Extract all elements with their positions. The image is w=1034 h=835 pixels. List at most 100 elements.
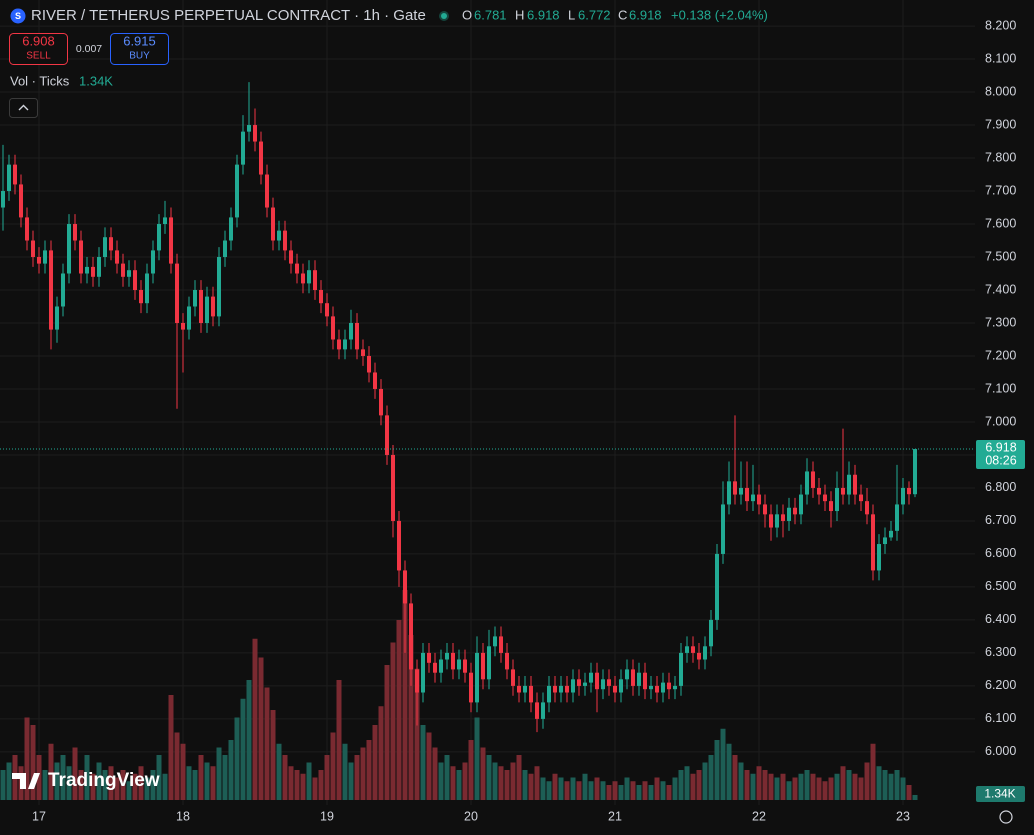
candle-body	[649, 685, 653, 690]
volume-bar	[138, 766, 144, 800]
candle-body	[481, 652, 485, 680]
volume-bar	[864, 762, 870, 800]
volume-bar	[102, 770, 108, 800]
volume-bar	[642, 781, 648, 800]
volume-bar	[486, 755, 492, 800]
low-label: L	[568, 7, 575, 22]
volume-bar	[828, 777, 834, 800]
volume-bar	[252, 638, 258, 800]
volume-bar	[714, 740, 720, 800]
candle-body	[451, 652, 455, 670]
candle-body	[487, 646, 491, 680]
volume-bar	[150, 770, 156, 800]
candle-body	[589, 672, 593, 683]
candle-body	[811, 471, 815, 488]
candle-body	[793, 507, 797, 515]
candle-body	[409, 603, 413, 670]
candle-body	[895, 504, 899, 531]
collapse-button[interactable]	[9, 98, 38, 118]
candle-body	[691, 646, 695, 653]
volume-bar	[120, 770, 126, 800]
candle-body	[109, 237, 113, 251]
volume-bar	[516, 755, 522, 800]
volume-bar	[480, 747, 486, 800]
open-label: O	[462, 7, 472, 22]
candle-body	[619, 679, 623, 693]
y-tick-label: 7.100	[985, 381, 1016, 395]
candle-body	[901, 487, 905, 505]
buy-price: 6.915	[123, 33, 156, 48]
volume-layer	[0, 590, 918, 800]
candle-body	[403, 570, 407, 604]
y-tick-label: 6.700	[985, 513, 1016, 527]
close-value: 6.918	[629, 7, 662, 22]
volume-bar	[564, 781, 570, 800]
volume-bar	[840, 766, 846, 800]
volume-bar	[336, 680, 342, 800]
volume-title[interactable]: Vol · Ticks	[10, 73, 70, 88]
candle-body	[379, 388, 383, 416]
volume-bar	[342, 743, 348, 800]
volume-bar	[780, 773, 786, 800]
volume-bar	[48, 743, 54, 800]
candle-body	[241, 131, 245, 165]
volume-bar	[402, 590, 408, 800]
status-dot	[441, 13, 447, 19]
volume-bar	[816, 777, 822, 800]
candle-body	[307, 270, 311, 284]
volume-bar	[540, 777, 546, 800]
settings-icon[interactable]	[999, 810, 1013, 824]
buy-label: BUY	[129, 51, 150, 62]
volume-bar	[768, 773, 774, 800]
volume-bar	[390, 642, 396, 800]
volume-bar	[330, 732, 336, 800]
candle-body	[889, 530, 893, 538]
volume-bar	[528, 773, 534, 800]
candle-body	[673, 685, 677, 690]
symbol-icon-letter: S	[15, 11, 21, 21]
candle-body	[7, 164, 11, 192]
candle-body	[499, 636, 503, 653]
volume-bar	[444, 755, 450, 800]
candle-body	[13, 164, 17, 185]
y-tick-label: 6.500	[985, 579, 1016, 593]
candle-body	[817, 487, 821, 495]
last-price-tag	[976, 440, 1025, 470]
watermark: TradingView	[12, 770, 160, 791]
candle-body	[643, 672, 647, 690]
volume-bar	[546, 781, 552, 800]
candle-body	[421, 652, 425, 693]
volume-bar	[306, 762, 312, 800]
y-tick-label: 8.200	[985, 18, 1016, 32]
candle-body	[841, 487, 845, 495]
y-tick-label: 6.300	[985, 645, 1016, 659]
candle-body	[301, 273, 305, 284]
candle-body	[763, 504, 767, 515]
candle-body	[283, 230, 287, 251]
volume-bar	[522, 770, 528, 800]
candle-body	[391, 454, 395, 521]
candle-body	[565, 685, 569, 693]
y-tick-label: 7.700	[985, 183, 1016, 197]
candle-body	[739, 487, 743, 495]
volume-bar	[582, 773, 588, 800]
volume-bar	[384, 665, 390, 800]
volume-bar	[534, 766, 540, 800]
candle-body	[223, 240, 227, 258]
candle-body	[865, 501, 869, 515]
volume-bar	[294, 770, 300, 800]
candle-body	[127, 270, 131, 277]
volume-bar	[90, 773, 96, 800]
buy-button[interactable]	[110, 33, 169, 65]
candle-body	[781, 514, 785, 521]
y-tick-label: 7.200	[985, 348, 1016, 362]
volume-bar	[720, 728, 726, 800]
volume-bar	[72, 747, 78, 800]
candle-body	[601, 679, 605, 690]
sell-button[interactable]	[9, 33, 68, 65]
candle-body	[853, 474, 857, 495]
candle-body	[547, 685, 551, 703]
volume-bar	[408, 635, 414, 800]
symbol-title[interactable]: RIVER / TETHERUS PERPETUAL CONTRACT · 1h…	[31, 7, 426, 24]
candle-body	[73, 224, 77, 241]
